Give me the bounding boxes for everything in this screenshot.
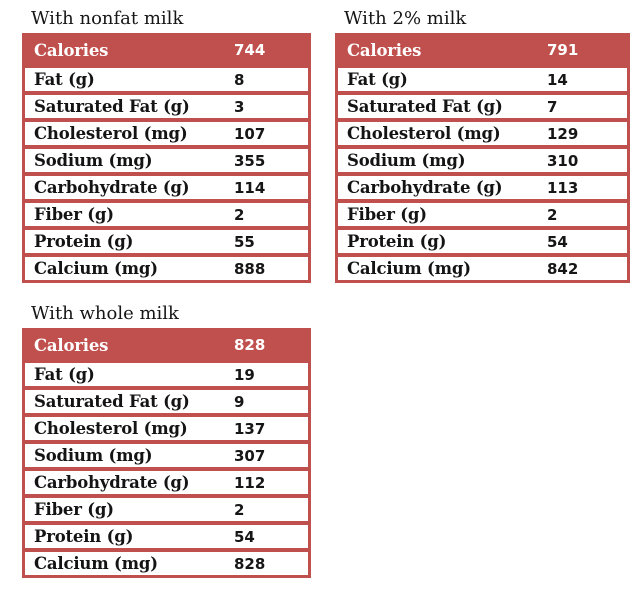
nutrient-label: Carbohydrate (g) — [347, 178, 503, 197]
table-header-row: Calories 828 — [25, 331, 308, 359]
nutrient-label: Saturated Fat (g) — [34, 97, 190, 116]
nutrient-value: 8 — [234, 70, 245, 89]
nutrient-label: Calories — [34, 335, 109, 355]
nutrient-label: Fiber (g) — [347, 205, 427, 224]
nutrient-value: 54 — [234, 527, 255, 546]
nutrient-label: Calories — [347, 40, 422, 60]
nutrient-label: Sodium (mg) — [34, 446, 153, 465]
nutrient-value: 744 — [234, 41, 266, 59]
table-row: Saturated Fat (g) 3 — [25, 95, 308, 118]
nutrient-label: Protein (g) — [34, 232, 134, 251]
table-row: Fat (g) 14 — [338, 68, 627, 91]
table-row: Carbohydrate (g) 114 — [25, 176, 308, 199]
nutrient-label: Protein (g) — [347, 232, 447, 251]
nutrient-value: 310 — [547, 151, 579, 170]
nutrient-label: Calories — [34, 40, 109, 60]
nutrient-label: Fiber (g) — [34, 205, 114, 224]
nutrient-value: 107 — [234, 124, 266, 143]
nutrient-value: 114 — [234, 178, 266, 197]
nutrient-value: 2 — [234, 205, 245, 224]
nutrient-label: Saturated Fat (g) — [347, 97, 503, 116]
nutrient-label: Calcium (mg) — [34, 554, 158, 573]
table-row: Fat (g) 8 — [25, 68, 308, 91]
table-header-row: Calories 791 — [338, 36, 627, 64]
nutrient-value: 14 — [547, 70, 568, 89]
nutrient-label: Cholesterol (mg) — [347, 124, 501, 143]
table-row: Protein (g) 55 — [25, 230, 308, 253]
nutrient-label: Fat (g) — [347, 70, 408, 89]
nutrient-value: 7 — [547, 97, 558, 116]
table-row: Calcium (mg) 888 — [25, 257, 308, 280]
table-row: Protein (g) 54 — [25, 525, 308, 548]
nutrient-label: Fat (g) — [34, 70, 95, 89]
nutrient-value: 842 — [547, 259, 579, 278]
nutrient-value: 2 — [547, 205, 558, 224]
table-row: Fiber (g) 2 — [25, 203, 308, 226]
nutrient-value: 828 — [234, 336, 266, 354]
table-header-row: Calories 744 — [25, 36, 308, 64]
nutrient-value: 129 — [547, 124, 579, 143]
table-row: Fiber (g) 2 — [25, 498, 308, 521]
nutrient-label: Carbohydrate (g) — [34, 473, 190, 492]
nutrient-label: Carbohydrate (g) — [34, 178, 190, 197]
table-row: Sodium (mg) 310 — [338, 149, 627, 172]
nutrient-value: 9 — [234, 392, 245, 411]
table-title: With whole milk — [31, 303, 179, 324]
nutrient-label: Fat (g) — [34, 365, 95, 384]
table-row: Cholesterol (mg) 107 — [25, 122, 308, 145]
nutrition-table: Calories 744 Fat (g) 8 Saturated Fat (g)… — [22, 33, 311, 283]
nutrient-value: 888 — [234, 259, 266, 278]
nutrient-value: 307 — [234, 446, 266, 465]
table-row: Calcium (mg) 828 — [25, 552, 308, 575]
table-row: Protein (g) 54 — [338, 230, 627, 253]
nutrient-value: 355 — [234, 151, 266, 170]
nutrition-table-nonfat-milk: With nonfat milk Calories 744 Fat (g) 8 … — [22, 8, 311, 283]
nutrient-label: Cholesterol (mg) — [34, 419, 188, 438]
table-row: Carbohydrate (g) 113 — [338, 176, 627, 199]
nutrient-label: Calcium (mg) — [34, 259, 158, 278]
nutrient-value: 2 — [234, 500, 245, 519]
table-row: Carbohydrate (g) 112 — [25, 471, 308, 494]
nutrition-table: Calories 828 Fat (g) 19 Saturated Fat (g… — [22, 328, 311, 578]
nutrient-value: 791 — [547, 41, 579, 59]
nutrition-table: Calories 791 Fat (g) 14 Saturated Fat (g… — [335, 33, 630, 283]
nutrient-value: 113 — [547, 178, 579, 197]
table-row: Sodium (mg) 355 — [25, 149, 308, 172]
nutrient-value: 55 — [234, 232, 255, 251]
table-row: Cholesterol (mg) 129 — [338, 122, 627, 145]
nutrient-label: Sodium (mg) — [34, 151, 153, 170]
table-row: Sodium (mg) 307 — [25, 444, 308, 467]
nutrition-table-2-percent-milk: With 2% milk Calories 791 Fat (g) 14 Sat… — [335, 8, 630, 283]
nutrient-label: Fiber (g) — [34, 500, 114, 519]
table-row: Saturated Fat (g) 7 — [338, 95, 627, 118]
table-row: Saturated Fat (g) 9 — [25, 390, 308, 413]
nutrient-label: Sodium (mg) — [347, 151, 466, 170]
table-row: Calcium (mg) 842 — [338, 257, 627, 280]
nutrient-label: Protein (g) — [34, 527, 134, 546]
table-title: With nonfat milk — [31, 8, 184, 29]
nutrition-table-whole-milk: With whole milk Calories 828 Fat (g) 19 … — [22, 303, 311, 578]
nutrient-value: 54 — [547, 232, 568, 251]
nutrient-value: 137 — [234, 419, 266, 438]
table-row: Cholesterol (mg) 137 — [25, 417, 308, 440]
nutrient-value: 3 — [234, 97, 245, 116]
nutrient-value: 112 — [234, 473, 266, 492]
table-row: Fiber (g) 2 — [338, 203, 627, 226]
nutrient-value: 828 — [234, 554, 266, 573]
table-title: With 2% milk — [344, 8, 467, 29]
table-row: Fat (g) 19 — [25, 363, 308, 386]
nutrient-value: 19 — [234, 365, 255, 384]
nutrient-label: Saturated Fat (g) — [34, 392, 190, 411]
nutrient-label: Calcium (mg) — [347, 259, 471, 278]
nutrient-label: Cholesterol (mg) — [34, 124, 188, 143]
